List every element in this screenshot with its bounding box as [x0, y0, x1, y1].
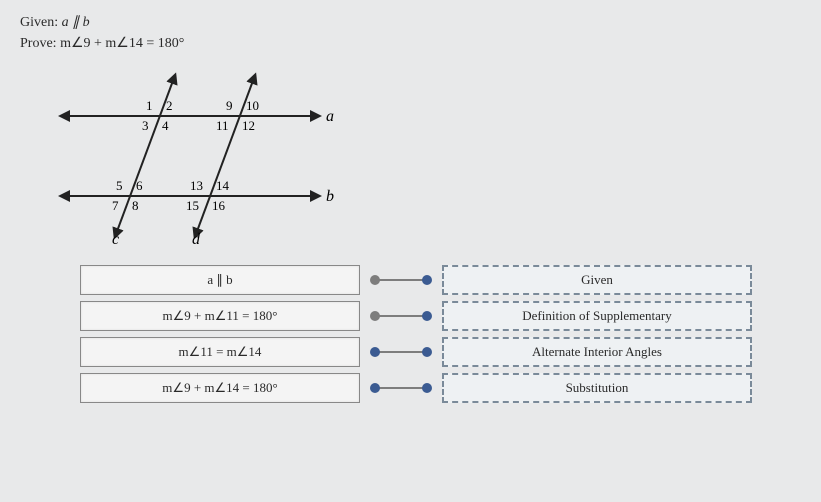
proof-table: a ∥ b Given m∠9 + m∠11 = 180° Definition of… — [80, 265, 801, 403]
svg-text:15: 15 — [186, 198, 199, 213]
proof-row: m∠9 + m∠14 = 180° Substitution — [80, 373, 801, 403]
connector-icon — [366, 311, 436, 321]
connector-icon — [366, 383, 436, 393]
svg-text:3: 3 — [142, 118, 149, 133]
label-b: b — [326, 188, 334, 205]
geometry-diagram: a b c d 1 2 3 4 9 10 11 12 5 6 7 8 13 14… — [56, 66, 356, 246]
svg-text:2: 2 — [166, 98, 173, 113]
prove-label: Prove: — [20, 36, 57, 51]
reason-slot[interactable]: Substitution — [442, 373, 752, 403]
proof-row: a ∥ b Given — [80, 265, 801, 295]
connector-icon — [366, 275, 436, 285]
svg-text:13: 13 — [190, 178, 203, 193]
reason-slot[interactable]: Alternate Interior Angles — [442, 337, 752, 367]
statement-box[interactable]: m∠9 + m∠11 = 180° — [80, 301, 360, 331]
proof-row: m∠11 = m∠14 Alternate Interior Angles — [80, 337, 801, 367]
svg-text:5: 5 — [116, 178, 123, 193]
statement-box[interactable]: m∠11 = m∠14 — [80, 337, 360, 367]
svg-text:14: 14 — [216, 178, 230, 193]
problem-header: Given: a ∥ b Prove: m∠9 + m∠14 = 180° — [20, 12, 801, 54]
svg-text:6: 6 — [136, 178, 143, 193]
svg-text:8: 8 — [132, 198, 139, 213]
svg-text:9: 9 — [226, 98, 233, 113]
prove-statement: m∠9 + m∠14 = 180° — [60, 36, 184, 51]
svg-text:4: 4 — [162, 118, 169, 133]
statement-box[interactable]: a ∥ b — [80, 265, 360, 295]
reason-slot[interactable]: Given — [442, 265, 752, 295]
svg-text:16: 16 — [212, 198, 226, 213]
connector-icon — [366, 347, 436, 357]
label-a: a — [326, 108, 334, 125]
label-c: c — [112, 231, 119, 246]
given-label: Given: — [20, 15, 58, 30]
proof-row: m∠9 + m∠11 = 180° Definition of Supplemen… — [80, 301, 801, 331]
label-d: d — [192, 231, 201, 246]
given-statement: a ∥ b — [62, 15, 90, 30]
reason-slot[interactable]: Definition of Supplementary — [442, 301, 752, 331]
statement-box[interactable]: m∠9 + m∠14 = 180° — [80, 373, 360, 403]
svg-text:12: 12 — [242, 118, 255, 133]
svg-text:10: 10 — [246, 98, 259, 113]
svg-text:1: 1 — [146, 98, 153, 113]
svg-text:7: 7 — [112, 198, 119, 213]
svg-text:11: 11 — [216, 118, 229, 133]
